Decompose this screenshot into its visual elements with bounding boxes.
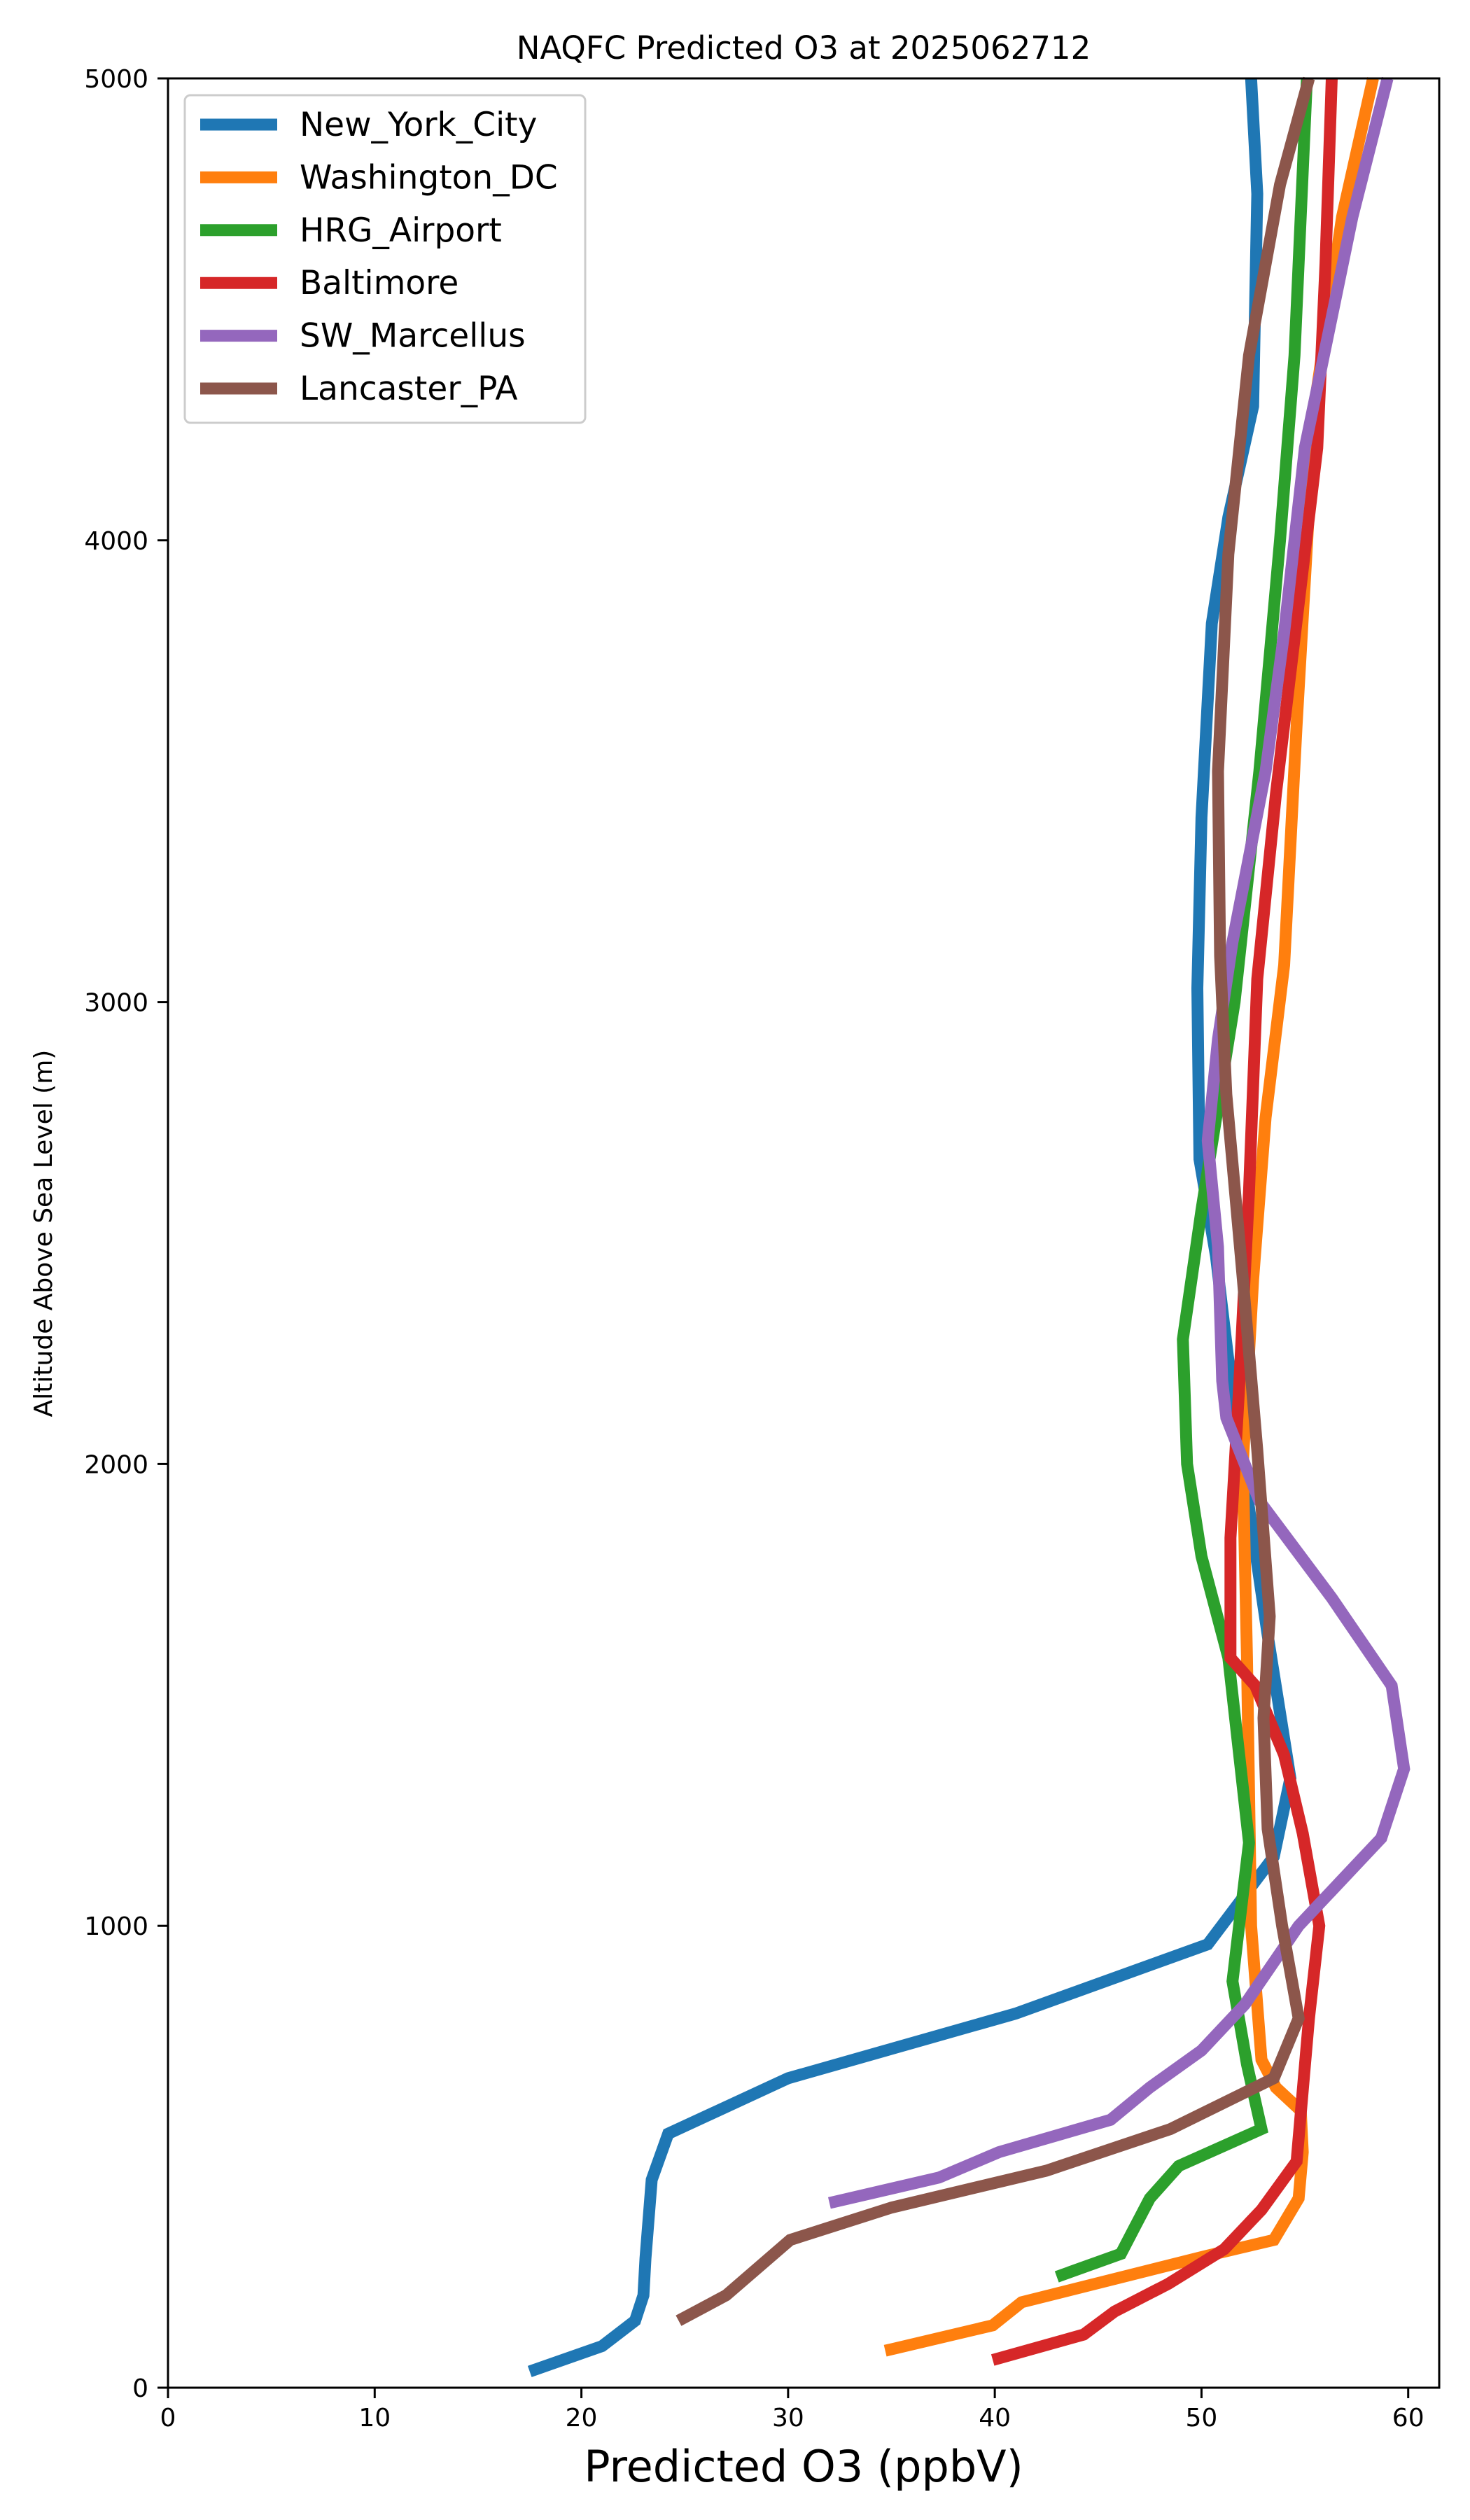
x-axis-label: Predicted O3 (ppbV) — [584, 2441, 1023, 2492]
y-tick-label: 4000 — [84, 527, 148, 556]
y-tick-label: 5000 — [84, 65, 148, 94]
x-tick-label: 20 — [566, 2404, 598, 2432]
legend: New_York_City Washington_DC HRG_Airport Bal… — [183, 94, 587, 424]
series-line-baltimore — [990, 78, 1338, 2366]
legend-entry: Lancaster_PA — [200, 370, 518, 408]
legend-entry: SW_Marcellus — [200, 317, 526, 356]
series-line-hrg-airport — [1054, 78, 1313, 2283]
plot-frame — [167, 77, 1441, 2389]
y-tick-label: 3000 — [84, 989, 148, 1018]
y-tick-label: 0 — [132, 2374, 148, 2403]
x-tick-label: 60 — [1392, 2404, 1424, 2432]
y-axis: 0 1000 2000 3000 4000 5000 — [84, 65, 168, 2403]
x-tick-label: 50 — [1186, 2404, 1218, 2432]
legend-label: SW_Marcellus — [300, 317, 526, 356]
legend-label: Lancaster_PA — [300, 370, 518, 408]
legend-entry: New_York_City — [200, 106, 537, 144]
x-axis: 0 10 20 30 40 50 60 — [160, 2388, 1424, 2432]
y-tick-label: 1000 — [84, 1912, 148, 1941]
legend-entry: Washington_DC — [200, 158, 558, 197]
legend-label: New_York_City — [300, 106, 537, 144]
x-tick-label: 10 — [358, 2404, 391, 2432]
series-line-sw-marcellus — [827, 76, 1410, 2209]
x-tick-label: 0 — [160, 2404, 176, 2432]
legend-label: HRG_Airport — [300, 211, 502, 250]
series-lines — [527, 76, 1410, 2377]
legend-label: Washington_DC — [300, 158, 558, 197]
y-axis-label: Altitude Above Sea Level (m) — [29, 1050, 58, 1418]
series-line-lancaster-pa — [676, 76, 1315, 2326]
legend-entry: HRG_Airport — [200, 211, 502, 250]
legend-box — [183, 94, 587, 424]
legend-label: Baltimore — [300, 264, 458, 302]
chart-title: NAQFC Predicted O3 at 2025062712 — [517, 29, 1091, 66]
x-tick-label: 40 — [979, 2404, 1011, 2432]
y-tick-label: 2000 — [84, 1450, 148, 1479]
x-tick-label: 30 — [772, 2404, 804, 2432]
legend-entry: Baltimore — [200, 264, 458, 302]
series-line-new-york-city — [527, 78, 1297, 2377]
